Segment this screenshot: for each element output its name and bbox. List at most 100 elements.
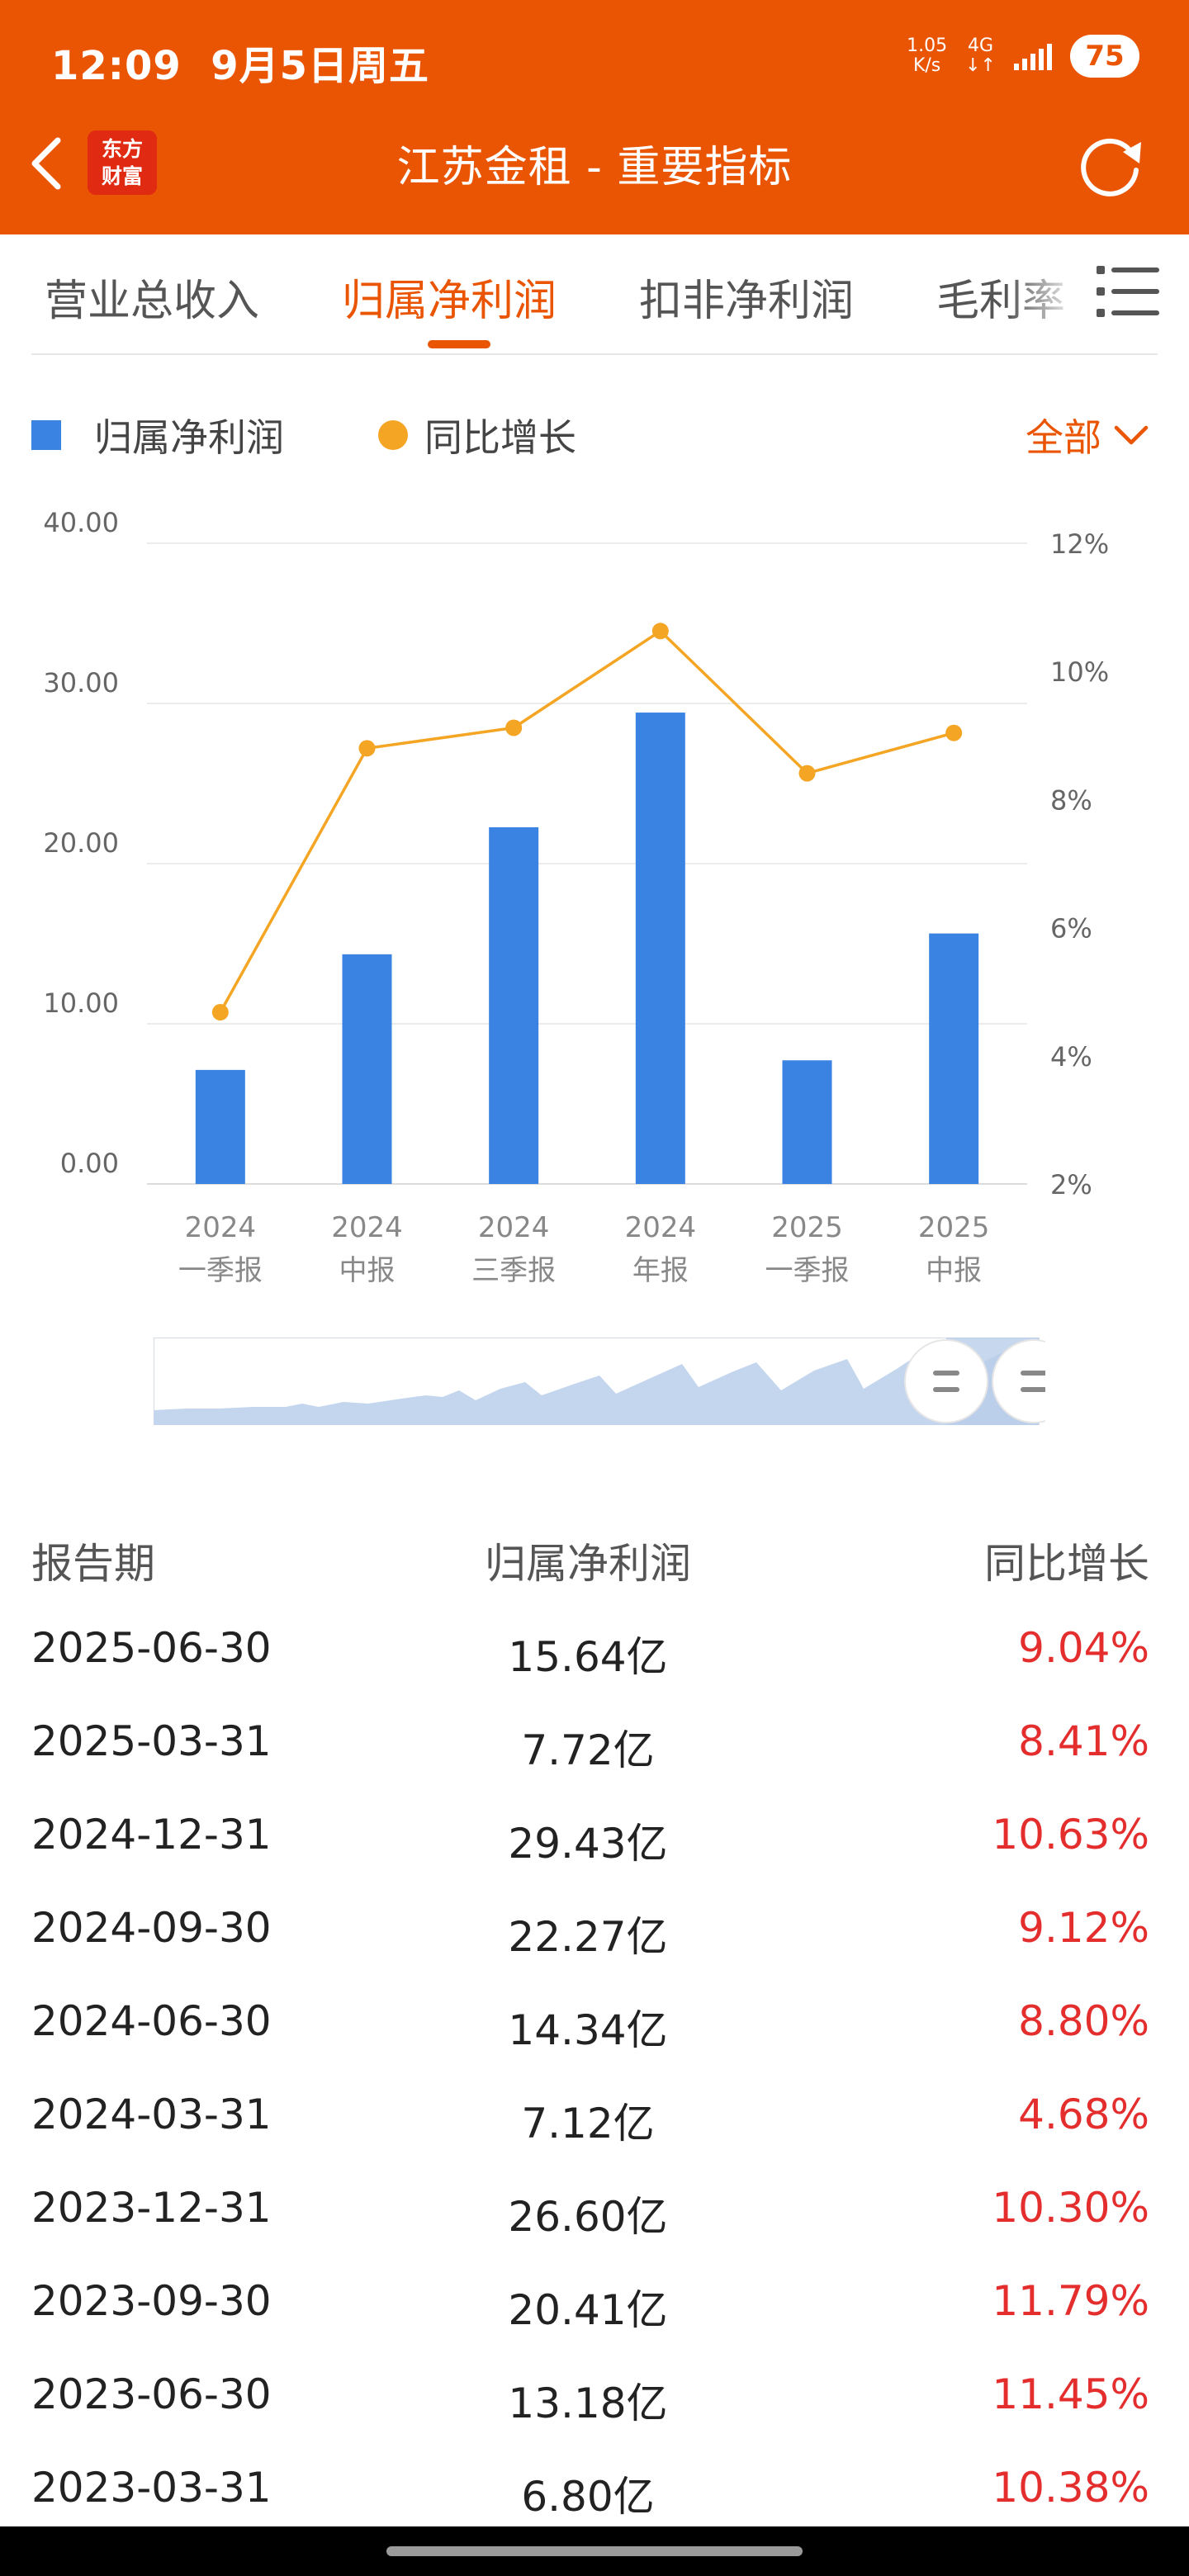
bar [489, 826, 539, 1184]
yoy-point [945, 724, 963, 741]
battery-level: 75 [1085, 40, 1125, 73]
signal-icon [1014, 42, 1052, 70]
table-row[interactable]: 2024-03-31 7.12亿 4.68% [0, 2079, 1189, 2172]
status-time: 12:09 9月5日周五 [51, 33, 429, 91]
row-yoy: 11.45% [992, 2370, 1149, 2418]
header-net-profit: 归属净利润 [485, 1540, 691, 1588]
tab-total-revenue[interactable]: 营业总收入 [45, 277, 260, 326]
date: 9月5日周五 [211, 43, 430, 89]
row-net-profit: 22.27亿 [508, 1913, 668, 1961]
yoy-point [211, 1004, 229, 1021]
row-net-profit: 29.43亿 [508, 1820, 668, 1868]
table-row[interactable]: 2024-12-31 29.43亿 10.63% [0, 1799, 1189, 1892]
tab-overflow-fade [1007, 251, 1098, 342]
menu-button[interactable] [1097, 264, 1159, 319]
clock: 12:09 [51, 43, 182, 89]
table-row[interactable]: 2025-03-31 7.72亿 8.41% [0, 1706, 1189, 1799]
row-yoy: 8.41% [1018, 1717, 1149, 1765]
y-left-tick-label: 20.00 [43, 827, 119, 859]
refresh-icon [1081, 138, 1141, 197]
chevron-left-icon [31, 137, 61, 190]
legend-item-yoy[interactable]: 同比增长 [378, 408, 576, 462]
legend-line-label: 同比增长 [424, 415, 576, 460]
row-date: 2025-03-31 [31, 1717, 272, 1765]
app-header: 12:09 9月5日周五 1.05 K/s 4G ↓↑ 75 东方 财富 江苏金… [0, 0, 1189, 234]
table-row[interactable]: 2024-09-30 22.27亿 9.12% [0, 1892, 1189, 1986]
table-row[interactable]: 2025-06-30 15.64亿 9.04% [0, 1612, 1189, 1706]
y-left-tick-label: 10.00 [43, 987, 119, 1019]
home-indicator[interactable] [386, 2546, 803, 2556]
tab-deducted-net-profit[interactable]: 扣非净利润 [639, 277, 855, 326]
table-row[interactable]: 2023-09-30 20.41亿 11.79% [0, 2266, 1189, 2359]
net-speed-unit: K/s [912, 55, 941, 76]
table-row[interactable]: 2023-03-31 6.80亿 10.38% [0, 2452, 1189, 2545]
legend-dot-swatch [378, 420, 408, 450]
y-right-tick-label: 10% [1050, 656, 1109, 688]
x-tick-label: 2024 [185, 1211, 257, 1244]
row-net-profit: 14.34亿 [508, 2006, 668, 2054]
bar [342, 954, 392, 1184]
yoy-point [798, 765, 816, 782]
row-net-profit: 7.72亿 [521, 1726, 655, 1774]
list-menu-icon [1097, 266, 1159, 317]
x-tick-label: 2025 [771, 1211, 843, 1244]
net-speed: 1.05 K/s [907, 36, 947, 76]
x-tick-label: 2024 [478, 1211, 550, 1244]
back-button[interactable] [25, 130, 71, 197]
filter-label: 全部 [1026, 415, 1101, 460]
row-date: 2024-09-30 [31, 1904, 272, 1952]
y-left-tick-label: 30.00 [43, 667, 119, 698]
table-header: 报告期 归属净利润 同比增长 [0, 1519, 1189, 1612]
table-row[interactable]: 2023-12-31 26.60亿 10.30% [0, 2172, 1189, 2266]
slider-handle-right[interactable] [992, 1339, 1045, 1423]
divider [31, 353, 1158, 355]
row-date: 2023-12-31 [31, 2184, 272, 2232]
y-right-tick-label: 8% [1050, 784, 1092, 816]
row-yoy: 4.68% [1018, 2091, 1149, 2138]
indicator-tabs: 营业总收入 归属净利润 扣非净利润 毛利率 [0, 234, 1189, 355]
range-slider[interactable] [154, 1338, 1045, 1425]
x-tick-label: 中报 [926, 1254, 982, 1287]
header-yoy: 同比增长 [984, 1540, 1149, 1588]
table-row[interactable]: 2024-06-30 14.34亿 8.80% [0, 1986, 1189, 2079]
row-date: 2024-06-30 [31, 1997, 272, 2045]
refresh-button[interactable] [1073, 127, 1148, 201]
period-filter-dropdown[interactable]: 全部 [1026, 408, 1149, 462]
row-date: 2025-06-30 [31, 1624, 272, 1672]
slider-preview-area [154, 1347, 1039, 1425]
bar [929, 933, 979, 1184]
y-left-tick-label: 0.00 [60, 1148, 119, 1179]
slider-handle-left[interactable] [904, 1339, 988, 1423]
active-tab-indicator [428, 340, 490, 348]
legend-bar-label: 归属净利润 [94, 415, 284, 460]
yoy-point [651, 623, 669, 640]
legend-item-net-profit[interactable]: 归属净利润 [31, 408, 284, 462]
x-tick-label: 2024 [331, 1211, 403, 1244]
row-net-profit: 13.18亿 [508, 2379, 668, 2427]
x-tick-label: 年报 [632, 1254, 689, 1287]
x-tick-label: 中报 [339, 1254, 396, 1287]
net-profit-chart: 0.00 10.00 20.00 30.00 40.00 2% 4% 6% 8% 10% 12% 20… [43, 507, 1109, 1287]
table-row[interactable]: 2023-06-30 13.18亿 11.45% [0, 2359, 1189, 2452]
row-yoy: 9.04% [1018, 1624, 1149, 1672]
bar [635, 713, 685, 1184]
x-tick-label: 2025 [918, 1211, 990, 1244]
data-arrows-icon: ↓↑ [965, 55, 996, 76]
app-logo: 东方 财富 [88, 130, 157, 195]
header-period: 报告期 [31, 1540, 155, 1588]
x-tick-label: 一季报 [765, 1254, 850, 1287]
tab-net-profit[interactable]: 归属净利润 [342, 277, 557, 326]
row-net-profit: 6.80亿 [521, 2473, 655, 2521]
row-date: 2024-12-31 [31, 1811, 272, 1859]
row-net-profit: 7.12亿 [521, 2100, 655, 2147]
bar [195, 1069, 245, 1184]
row-yoy: 10.63% [992, 1811, 1149, 1859]
y-left-tick-label: 40.00 [43, 507, 119, 538]
yoy-line [219, 629, 955, 1013]
row-date: 2023-06-30 [31, 2370, 272, 2418]
row-yoy: 10.30% [992, 2184, 1149, 2232]
row-date: 2023-03-31 [31, 2464, 272, 2512]
page-title: 江苏金租 - 重要指标 [396, 143, 793, 192]
logo-text-top: 东方 [101, 137, 143, 161]
row-yoy: 8.80% [1018, 1997, 1149, 2045]
